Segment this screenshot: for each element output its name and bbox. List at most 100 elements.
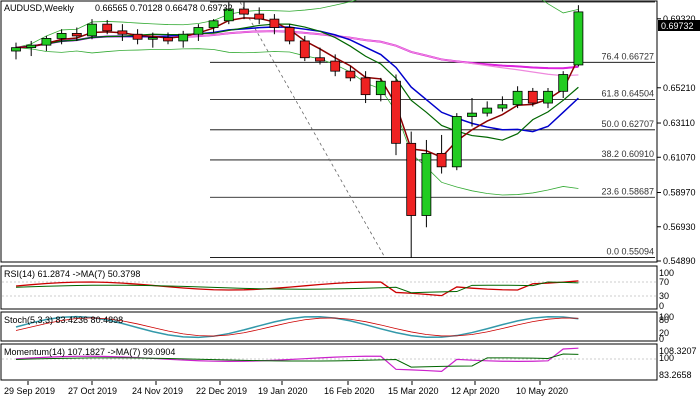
header-symbol-label: AUDUSD,Weekly [4,3,74,13]
bollinger-upper [15,0,579,49]
candle-bear [284,27,295,42]
fib-level-label: 50.0 0.62707 [601,119,654,129]
rsi-level-100: 100 [659,268,674,278]
fib-level-label: 76.4 0.66727 [601,51,654,61]
current-price-box [658,20,700,31]
rsi-label: RSI(14) 61.2874 ->MA(7) 50.3798 [4,269,140,279]
candle-bull [558,74,569,92]
candle-bull [421,153,432,216]
fib-anchor-line [239,1,386,258]
fib-level-label: 0.0 0.55094 [606,247,654,257]
candle-bull [482,107,493,114]
candle-bear [71,32,82,37]
ma-darkred-line [15,17,580,159]
candle-bear [163,37,173,42]
candle-bear [269,18,280,28]
candle-bear [102,23,113,32]
rsi-ma-line [15,281,579,294]
momentum-line [15,347,579,372]
current-price-label: 0.69732 [661,21,694,31]
candle-bear [406,142,417,216]
date-tick-label: 16 Feb 2020 [324,386,375,396]
candle-bull [26,44,37,49]
candle-bear [299,40,310,59]
candle-bear [360,77,371,96]
price-tick-label: 0.65210 [663,83,696,93]
candle-bull [178,33,189,42]
candle-bull [512,90,523,106]
date-tick-label: 27 Oct 2019 [68,386,117,396]
candle-bull [467,112,477,117]
price-tick-label: 0.61070 [663,152,696,162]
date-tick-label: 24 Nov 2019 [132,386,183,396]
candle-bull [497,104,508,109]
date-tick-label: 22 Dec 2019 [196,386,247,396]
candle-bear [254,13,265,20]
fib-level-label: 61.8 0.64504 [601,89,654,99]
stoch-d-line [15,317,579,337]
momentum-ma-line [15,353,579,368]
candle-bull [11,47,21,52]
date-tick-label: 19 Jan 2020 [258,386,308,396]
momentum-label: Momentum(14) 107.1827 ->MA(7) 99.0904 [4,347,175,357]
momentum-level-high: 108.3207 [659,346,697,356]
candle-bull [573,11,584,66]
candle-bear [315,57,325,62]
candle-bear [330,60,341,72]
price-tick-label: 0.63110 [663,118,695,128]
candle-bull [147,37,158,40]
ma-green-line [15,23,579,141]
candle-bull [87,23,97,37]
stoch-level-20: 20 [659,328,669,338]
fibonacci-retracement[interactable]: 100.0 0.70320 76.4 0.66727 61.8 0.64504 50.… [210,0,655,258]
date-tick-label: 15 Mar 2020 [388,386,439,396]
rsi-level-0: 0 [659,301,664,311]
stoch-level-80: 80 [659,315,669,325]
stoch-k-line [15,315,579,339]
bollinger-lower [15,47,579,196]
fib-level-label: 38.2 0.60910 [601,149,654,159]
candle-bear [117,30,128,35]
rsi-line [15,280,579,297]
fib-level-label: 100.0 0.70320 [596,0,654,1]
price-tick-label: 0.69320 [663,14,696,24]
moving-averages [15,0,580,196]
candlestick-series [11,2,584,258]
price-axis[interactable]: 0.69320 0.65210 0.63110 0.61070 0.58970 0.569… [657,14,696,266]
date-axis[interactable]: 29 Sep 2019 27 Oct 2019 24 Nov 2019 22 Dec … [4,381,568,396]
candle-bear [132,33,143,40]
candle-bull [41,38,52,46]
momentum-level-100: 100 [659,353,674,363]
stoch-level-100: 100 [659,312,674,322]
candle-bull [208,20,219,28]
candle-bull [375,80,386,96]
candle-bull [543,90,553,104]
candle-bull [56,32,67,39]
rsi-level-30: 30 [659,291,669,301]
date-tick-label: 12 Apr 2020 [451,386,500,396]
momentum-panel-frame [0,343,658,381]
stoch-level-0: 0 [659,334,664,344]
stoch-label: Stoch(5,3,3) 83.4236 80.4898 [4,315,123,325]
candle-bear [239,8,249,15]
indicator-lines [2,280,656,372]
price-tick-label: 0.56930 [663,222,696,232]
candle-bull [193,27,204,35]
rsi-panel-frame [0,265,658,310]
candle-bear [436,153,447,168]
candle-bear [345,70,356,79]
candle-bull [223,8,234,22]
candle-bear [391,80,401,144]
momentum-level-low: 83.2658 [659,370,692,380]
rsi-level-70: 70 [659,277,669,287]
header-ohlc: 0.66565 0.70128 0.66478 0.69732 [95,3,233,13]
price-tick-label: 0.58970 [663,188,696,198]
candle-bull [451,116,462,168]
price-panel-frame [0,0,658,263]
fib-level-label: 23.6 0.58687 [601,186,654,196]
date-tick-label: 29 Sep 2019 [4,386,55,396]
price-tick-label: 0.54890 [663,256,696,266]
candle-bear [527,90,538,104]
